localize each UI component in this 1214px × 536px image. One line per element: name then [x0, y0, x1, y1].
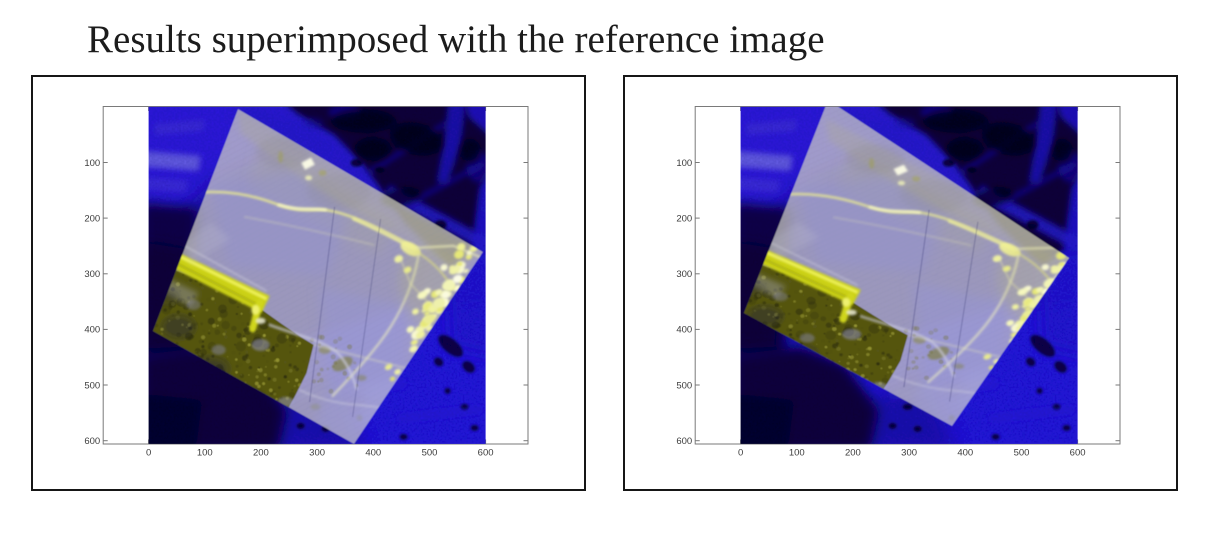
svg-text:300: 300 — [84, 269, 100, 280]
svg-text:400: 400 — [957, 448, 973, 459]
svg-text:100: 100 — [676, 158, 692, 169]
svg-text:600: 600 — [676, 436, 692, 447]
svg-text:500: 500 — [84, 380, 100, 391]
svg-text:400: 400 — [676, 325, 692, 336]
svg-text:500: 500 — [676, 380, 692, 391]
svg-text:200: 200 — [676, 213, 692, 224]
svg-text:200: 200 — [84, 213, 100, 224]
svg-text:200: 200 — [253, 448, 269, 459]
svg-text:200: 200 — [845, 448, 861, 459]
svg-text:300: 300 — [309, 448, 325, 459]
svg-text:600: 600 — [1070, 448, 1086, 459]
svg-text:600: 600 — [478, 448, 494, 459]
svg-text:500: 500 — [422, 448, 438, 459]
svg-text:400: 400 — [84, 325, 100, 336]
svg-text:0: 0 — [738, 448, 743, 459]
svg-text:500: 500 — [1014, 448, 1030, 459]
svg-text:300: 300 — [676, 269, 692, 280]
svg-text:600: 600 — [84, 436, 100, 447]
svg-text:100: 100 — [197, 448, 213, 459]
svg-text:0: 0 — [146, 448, 151, 459]
svg-text:300: 300 — [901, 448, 917, 459]
svg-text:100: 100 — [84, 158, 100, 169]
svg-text:400: 400 — [365, 448, 381, 459]
svg-text:100: 100 — [789, 448, 805, 459]
